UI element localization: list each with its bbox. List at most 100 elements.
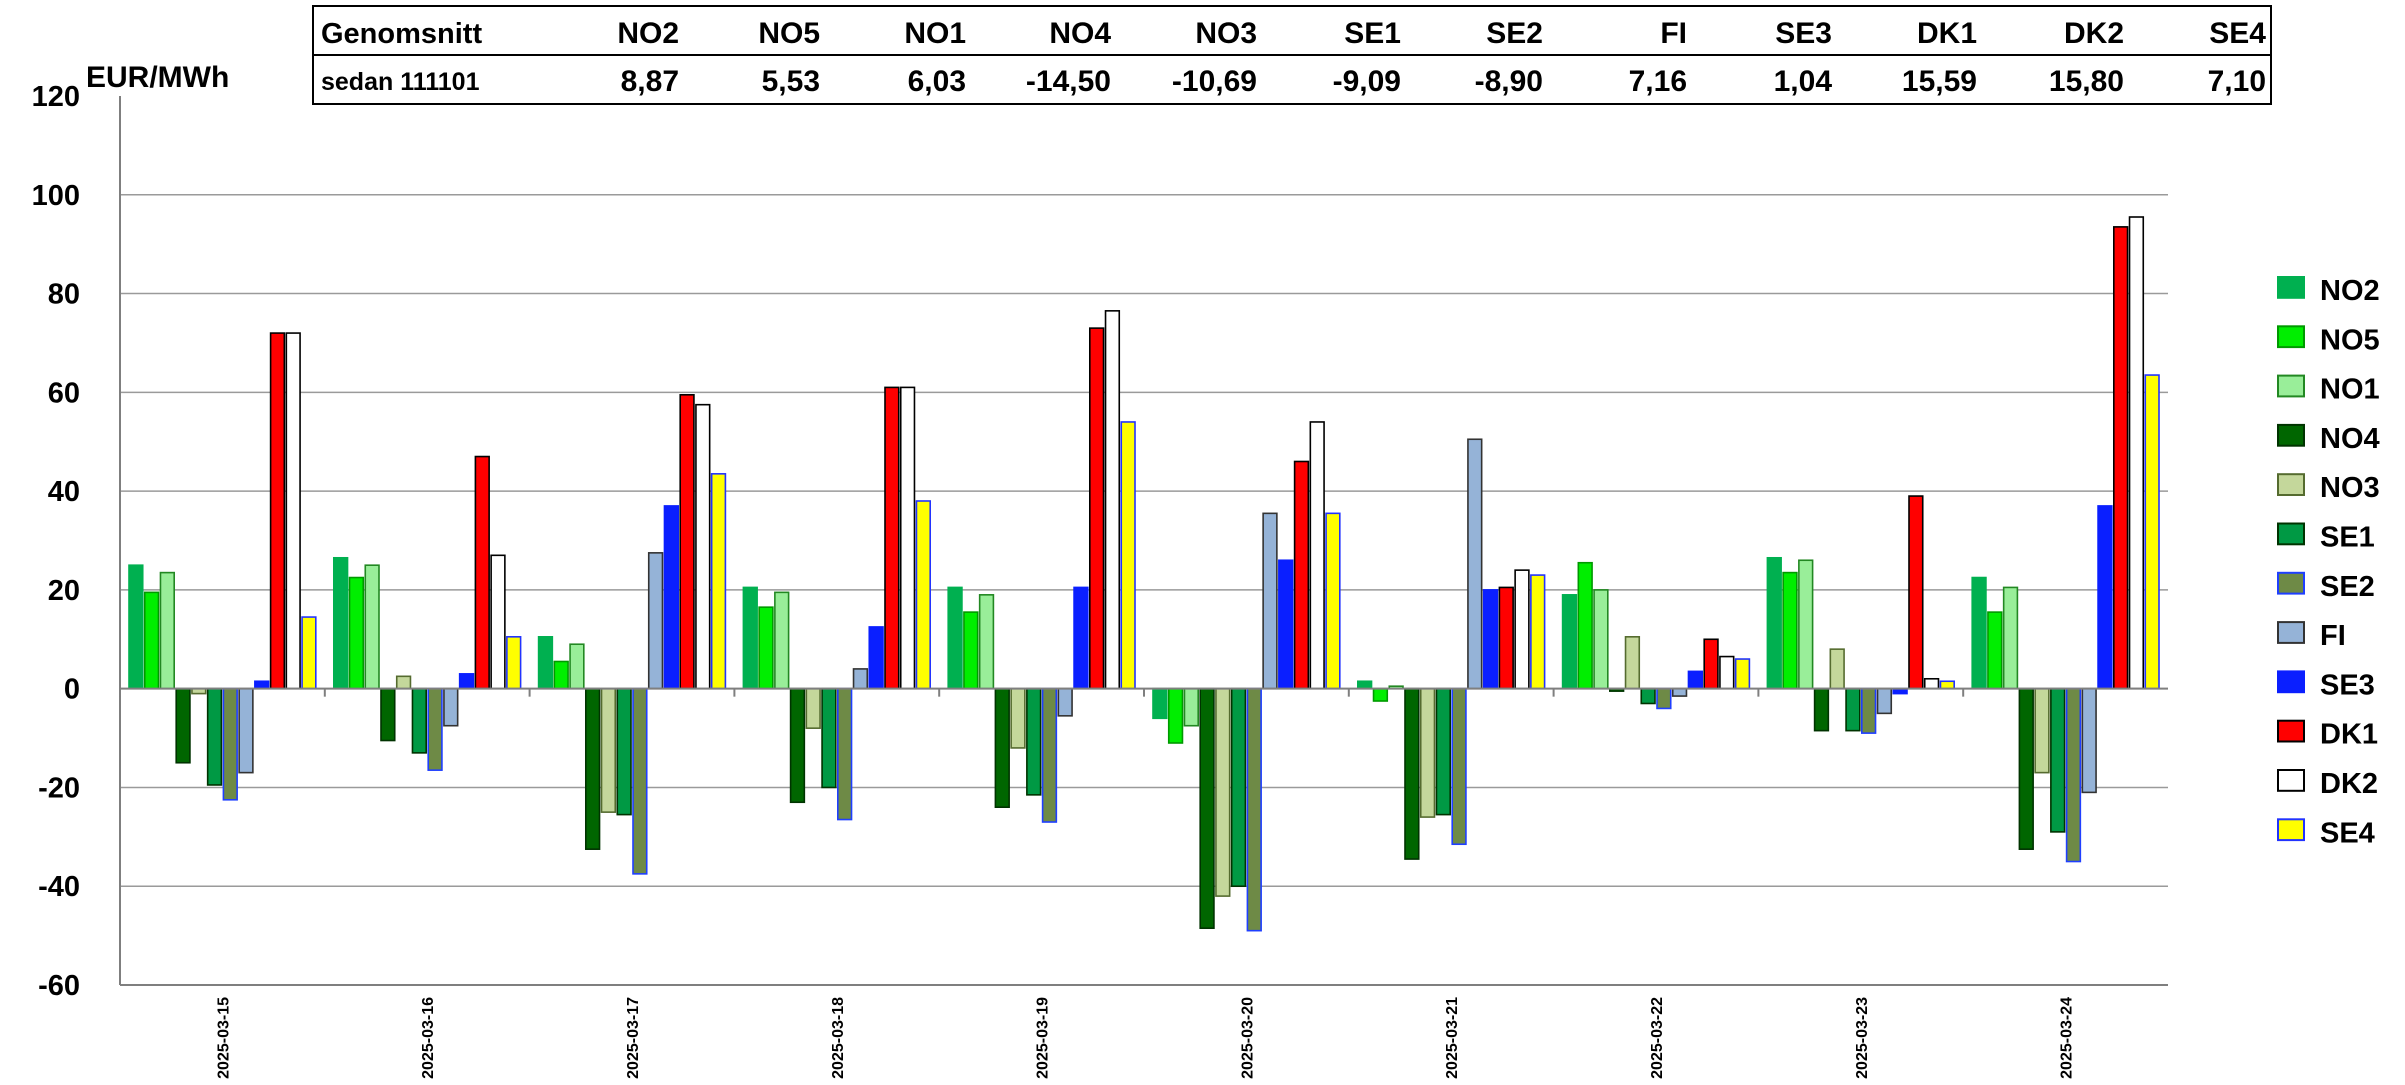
bar-se2-2025-03-20 — [1246, 687, 1262, 932]
grid-layer — [120, 194, 2168, 887]
bar-no2-2025-03-21 — [1357, 680, 1373, 690]
x-tick-label: 2025-03-23 — [1854, 997, 1871, 1079]
bar-se1-2025-03-24 — [2050, 687, 2066, 833]
bar-se2-2025-03-23 — [1861, 687, 1877, 734]
table-value: 8,87 — [621, 65, 679, 98]
bar-dk2-2025-03-17 — [695, 403, 711, 690]
legend-swatch-no2 — [2277, 276, 2305, 299]
bar-no5-2025-03-18 — [758, 606, 774, 690]
bar-no4-2025-03-16 — [380, 687, 396, 742]
bar-se2-2025-03-16 — [427, 687, 443, 771]
bar-se2-2025-03-21 — [1451, 687, 1467, 846]
bar-dk1-2025-03-20 — [1293, 460, 1310, 690]
bar-no3-2025-03-16 — [395, 675, 412, 690]
legend-label-se4: SE4 — [2320, 817, 2375, 849]
y-tick-label: 80 — [48, 279, 80, 311]
bar-no4-2025-03-20 — [1199, 687, 1215, 930]
table-value: 1,04 — [1774, 65, 1833, 98]
bar-fi-2025-03-23 — [1876, 687, 1893, 715]
table-column-header: SE1 — [1344, 17, 1401, 50]
bar-se4-2025-03-24 — [2144, 374, 2160, 690]
bar-fi-2025-03-19 — [1057, 687, 1073, 717]
y-tick-label: 120 — [32, 81, 80, 113]
legend-swatch-se1 — [2277, 522, 2305, 546]
table-column-header: DK2 — [2064, 17, 2124, 50]
table-column-header: NO5 — [758, 17, 820, 50]
bar-no3-2025-03-24 — [2034, 687, 2050, 774]
bar-no1-2025-03-15 — [159, 571, 175, 690]
legend-swatch-no1 — [2277, 374, 2305, 398]
y-tick-label: 40 — [48, 476, 80, 508]
bar-no4-2025-03-21 — [1404, 687, 1420, 860]
bar-se3-2025-03-17 — [663, 505, 680, 690]
bar-no5-2025-03-19 — [963, 611, 979, 690]
legend-swatch-se2 — [2277, 571, 2305, 595]
x-tick-label: 2025-03-16 — [420, 997, 437, 1079]
table-header-label: Genomsnitt — [321, 18, 482, 50]
table-value: 7,10 — [2208, 65, 2266, 98]
bar-se4-2025-03-21 — [1530, 574, 1546, 690]
bar-se4-2025-03-16 — [506, 636, 522, 690]
bar-dk1-2025-03-24 — [2113, 226, 2129, 690]
bar-dk1-2025-03-15 — [269, 332, 286, 690]
bar-dk1-2025-03-18 — [884, 386, 900, 690]
legend-swatch-se3 — [2277, 670, 2305, 694]
bar-no1-2025-03-17 — [569, 643, 585, 690]
table-value: 15,80 — [2049, 65, 2124, 98]
bar-dk2-2025-03-24 — [2128, 216, 2145, 690]
bar-no5-2025-03-21 — [1372, 687, 1389, 702]
table-row-label: sedan 111101 — [321, 68, 480, 96]
table-value: -9,09 — [1333, 65, 1401, 98]
table-value: 15,59 — [1902, 65, 1977, 98]
bar-dk2-2025-03-16 — [490, 554, 506, 690]
bar-se2-2025-03-18 — [836, 687, 853, 821]
bars-layer — [128, 216, 2160, 932]
bar-no4-2025-03-15 — [175, 687, 191, 764]
bar-fi-2025-03-15 — [238, 687, 254, 774]
bar-dk2-2025-03-18 — [899, 386, 916, 690]
table-column-header: NO4 — [1049, 17, 1111, 50]
table-value: 5,53 — [762, 65, 820, 98]
legend-swatch-se4 — [2277, 818, 2305, 842]
bar-se3-2025-03-24 — [2097, 505, 2113, 690]
bar-se1-2025-03-15 — [206, 687, 223, 786]
bar-no3-2025-03-20 — [1215, 687, 1231, 897]
table-value: 6,03 — [908, 65, 966, 98]
bar-se1-2025-03-17 — [616, 687, 632, 816]
bar-no3-2025-03-21 — [1419, 687, 1436, 818]
bar-no2-2025-03-23 — [1766, 556, 1782, 690]
bar-se3-2025-03-15 — [254, 680, 270, 690]
y-tick-label: -40 — [38, 871, 80, 903]
bar-dk1-2025-03-19 — [1089, 327, 1105, 690]
bar-no3-2025-03-18 — [805, 687, 821, 729]
bar-se3-2025-03-22 — [1687, 670, 1704, 690]
table-column-header: SE4 — [2209, 17, 2266, 50]
table-value: -14,50 — [1026, 65, 1111, 98]
bar-dk1-2025-03-23 — [1908, 495, 1924, 690]
legend-label-no1: NO1 — [2320, 374, 2380, 406]
bar-fi-2025-03-24 — [2081, 687, 2097, 794]
legend: NO2 NO5 NO1 NO4 NO3 SE1 SE2 FI SE3 DK1 DK2 SE4 — [2277, 275, 2380, 849]
bar-se2-2025-03-24 — [2065, 687, 2082, 863]
bar-no1-2025-03-22 — [1593, 589, 1609, 690]
table-column-header: NO1 — [904, 17, 966, 50]
legend-label-dk2: DK2 — [2320, 768, 2378, 800]
bar-fi-2025-03-17 — [647, 552, 664, 690]
bar-no1-2025-03-24 — [2002, 586, 2019, 690]
bar-se4-2025-03-19 — [1120, 421, 1136, 690]
bar-no5-2025-03-20 — [1167, 687, 1184, 744]
bar-dk2-2025-03-23 — [1923, 677, 1940, 690]
bar-se4-2025-03-20 — [1325, 512, 1341, 690]
x-tick-label: 2025-03-21 — [1444, 997, 1461, 1079]
y-axis-label: EUR/MWh — [86, 61, 229, 94]
legend-swatch-fi — [2277, 621, 2305, 644]
legend-swatch-dk1 — [2277, 719, 2305, 743]
bar-no4-2025-03-23 — [1813, 687, 1830, 732]
legend-label-se3: SE3 — [2320, 669, 2375, 701]
x-tick-label: 2025-03-24 — [2059, 997, 2076, 1079]
legend-label-se1: SE1 — [2320, 522, 2375, 554]
bar-se3-2025-03-20 — [1278, 559, 1294, 690]
bar-fi-2025-03-16 — [443, 687, 459, 727]
